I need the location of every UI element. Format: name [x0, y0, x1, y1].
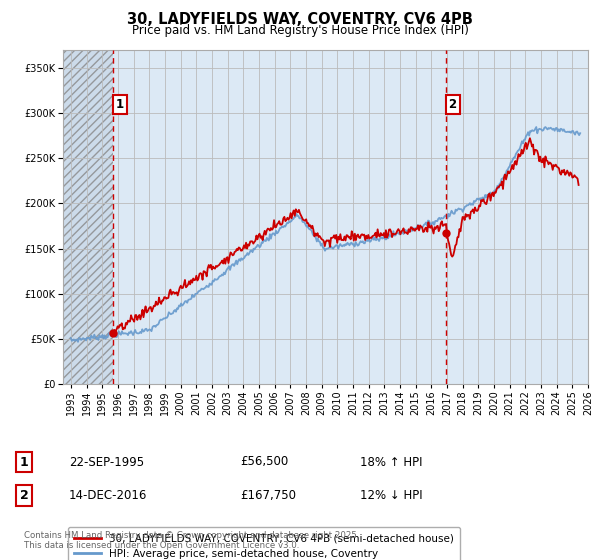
Text: 18% ↑ HPI: 18% ↑ HPI — [360, 455, 422, 469]
Text: 14-DEC-2016: 14-DEC-2016 — [69, 489, 148, 502]
Text: £167,750: £167,750 — [240, 489, 296, 502]
Text: 1: 1 — [20, 455, 28, 469]
Text: 2: 2 — [20, 489, 28, 502]
Text: Contains HM Land Registry data © Crown copyright and database right 2025.
This d: Contains HM Land Registry data © Crown c… — [24, 530, 359, 550]
Text: 30, LADYFIELDS WAY, COVENTRY, CV6 4PB: 30, LADYFIELDS WAY, COVENTRY, CV6 4PB — [127, 12, 473, 27]
Text: 22-SEP-1995: 22-SEP-1995 — [69, 455, 144, 469]
Text: £56,500: £56,500 — [240, 455, 288, 469]
Legend: 30, LADYFIELDS WAY, COVENTRY, CV6 4PB (semi-detached house), HPI: Average price,: 30, LADYFIELDS WAY, COVENTRY, CV6 4PB (s… — [68, 528, 460, 560]
Text: 2: 2 — [449, 98, 457, 111]
Text: Price paid vs. HM Land Registry's House Price Index (HPI): Price paid vs. HM Land Registry's House … — [131, 24, 469, 36]
Text: 12% ↓ HPI: 12% ↓ HPI — [360, 489, 422, 502]
Bar — [63, 50, 113, 384]
Text: 1: 1 — [116, 98, 124, 111]
